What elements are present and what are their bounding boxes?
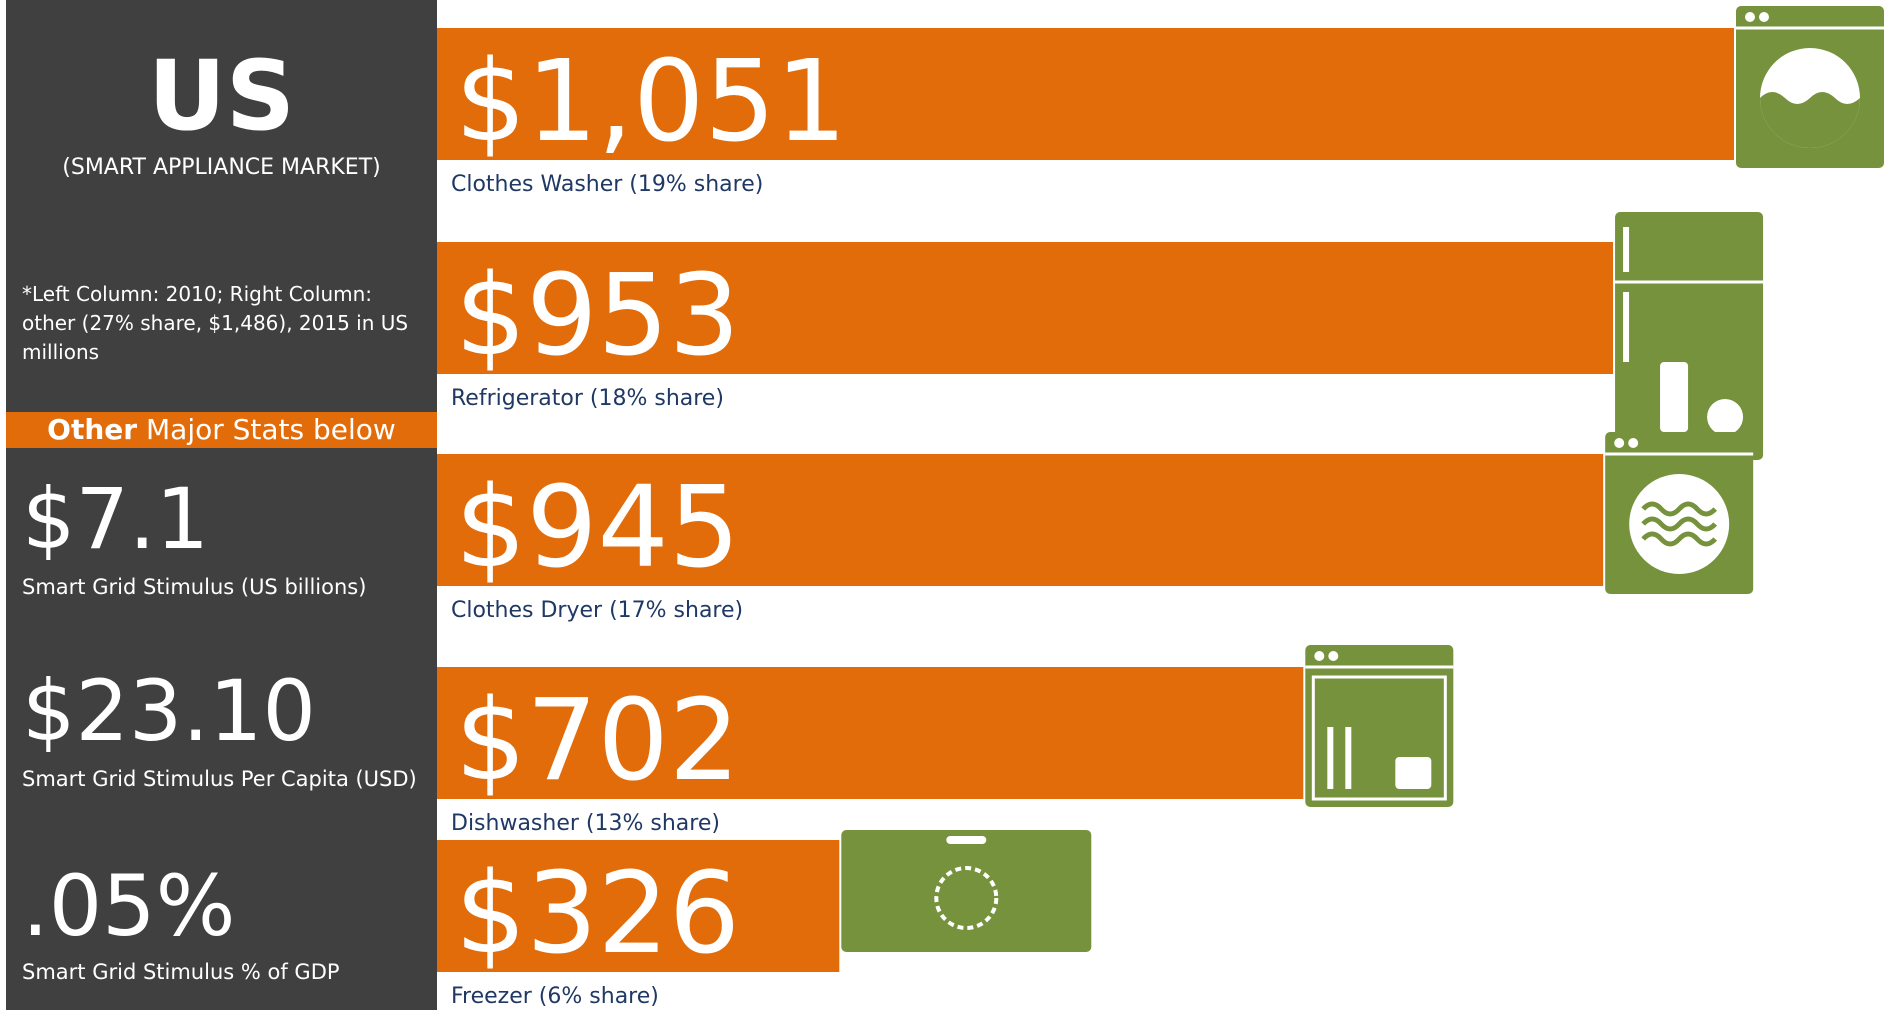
icon-wave <box>1641 516 1718 532</box>
note: *Left Column: 2010; Right Column: other … <box>22 282 409 364</box>
icon-dot <box>1314 651 1325 661</box>
value-label: $326 <box>455 849 740 979</box>
icon-cup <box>1395 757 1432 789</box>
icon-snow <box>934 866 999 930</box>
title: US <box>147 40 296 152</box>
banner-rest: Major Stats below <box>146 413 396 446</box>
icon-dot <box>1745 12 1755 22</box>
category-label: Refrigerator (18% share) <box>451 386 724 411</box>
stat-value: $7.1 <box>22 470 210 568</box>
icon-dot <box>1614 438 1625 448</box>
category-label: Clothes Dryer (17% share) <box>451 598 743 623</box>
stat-label: Smart Grid Stimulus Per Capita (USD) <box>22 767 417 791</box>
appliance-icon <box>1605 432 1754 594</box>
stat-label: Smart Grid Stimulus (US billions) <box>22 575 367 599</box>
icon-dot <box>1328 651 1339 661</box>
bar <box>437 454 1604 586</box>
bar <box>437 840 840 972</box>
appliance-icon <box>1615 212 1764 460</box>
bar <box>437 667 1304 799</box>
banner-strong: Other <box>47 413 138 446</box>
bar <box>437 28 1734 160</box>
value-label: $702 <box>455 676 740 806</box>
subtitle: (SMART APPLIANCE MARKET) <box>62 155 381 180</box>
icon-dot <box>1628 438 1639 448</box>
icon-handle <box>946 836 987 844</box>
icon-rack <box>1311 675 1447 801</box>
side-panel: US (SMART APPLIANCE MARKET) *Left Column… <box>6 0 437 1010</box>
appliance-icon <box>1736 6 1884 168</box>
stat-value: .05% <box>22 857 236 955</box>
icon-body <box>841 830 1092 952</box>
icon-water <box>1760 92 1860 148</box>
icon-wave <box>1641 531 1718 547</box>
value-label: $945 <box>455 463 740 593</box>
banner: Other Major Stats below <box>6 412 437 448</box>
category-label: Clothes Washer (19% share) <box>451 172 763 197</box>
icon-fork <box>1327 727 1334 789</box>
stat-value: $23.10 <box>22 662 316 760</box>
stat-label: Smart Grid Stimulus % of GDP <box>22 960 340 984</box>
icon-food <box>1660 362 1689 432</box>
appliance-icon <box>1305 645 1454 807</box>
category-label: Freezer (6% share) <box>451 984 659 1009</box>
value-label: $1,051 <box>455 37 847 167</box>
icon-handle <box>1623 292 1630 362</box>
icon-food <box>1707 399 1744 435</box>
icon-body <box>1615 212 1764 460</box>
icon-wave <box>1641 501 1718 517</box>
icon-dot <box>1759 12 1769 22</box>
icon-handle <box>1623 227 1630 272</box>
appliance-icon <box>841 830 1092 952</box>
value-label: $953 <box>455 251 740 381</box>
bar <box>437 242 1614 374</box>
category-label: Dishwasher (13% share) <box>451 811 720 836</box>
icon-spoon <box>1345 727 1352 789</box>
